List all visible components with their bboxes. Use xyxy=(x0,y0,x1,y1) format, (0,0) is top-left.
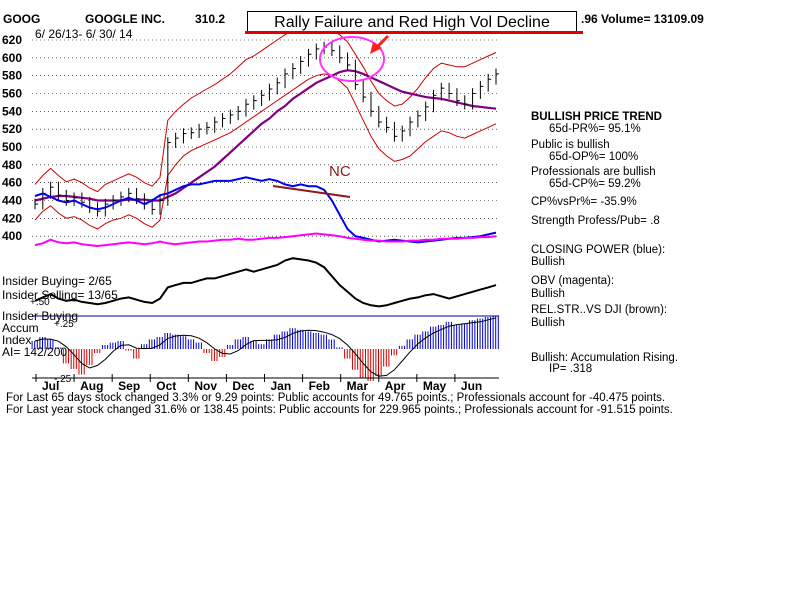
upper-band xyxy=(34,27,497,193)
title-underline xyxy=(245,31,583,34)
y-tick-label: 440 xyxy=(2,194,22,208)
obv-line xyxy=(34,232,497,248)
chart-title: Rally Failure and Red High Vol Decline xyxy=(247,11,577,34)
ai-label: AI= 142/200 xyxy=(2,345,68,359)
y-tick-label: 580 xyxy=(2,69,22,83)
y-tick-label: 620 xyxy=(2,33,22,47)
footer-line-1: For Last 65 days stock changed 3.3% or 9… xyxy=(6,392,666,404)
obv-label: OBV (magenta): xyxy=(531,275,615,287)
rel-strength-line xyxy=(34,257,497,308)
month-label: Sep xyxy=(118,379,140,393)
month-label: Jul xyxy=(42,379,59,393)
company-name: GOOGLE INC. xyxy=(85,12,166,26)
relstr-label: REL.STR..VS DJI (brown): xyxy=(531,304,668,316)
month-axis: Jul Aug Sep Oct Nov Dec Jan Feb Mar Apr May Jun xyxy=(32,374,499,393)
month-label: Dec xyxy=(232,379,254,393)
accum-state: Bullish: Accumulation Rising. xyxy=(531,352,679,364)
y-tick-label: 520 xyxy=(2,122,22,136)
strength-label: Strength Profess/Pub= .8 xyxy=(531,215,660,227)
ma-line xyxy=(34,69,497,202)
insider-buying-label: Insider Buying= 2/65 xyxy=(2,274,112,288)
month-label: Mar xyxy=(347,379,369,393)
annotations xyxy=(272,34,390,198)
month-label: Jan xyxy=(271,379,292,393)
closing-power-path xyxy=(34,176,497,244)
price-axis-ticks: 620 600 580 560 540 520 500 480 460 440 420 400 xyxy=(2,33,22,243)
op-label: 65d-OP%= 100% xyxy=(549,151,639,163)
accumulation-histogram xyxy=(31,315,499,381)
closing-power-state: Bullish xyxy=(531,256,565,268)
date-range: 6/ 26/13- 6/ 30/ 14 xyxy=(35,27,133,41)
closing-power-label: CLOSING POWER (blue): xyxy=(531,244,666,256)
month-label: Jun xyxy=(461,379,482,393)
public-label: Public is bullish xyxy=(531,139,610,151)
plus50-label: +.50 xyxy=(30,297,50,308)
obv-path xyxy=(34,232,497,248)
index-label: Index xyxy=(2,333,32,347)
cpvspr-label: CP%vsPr%= -35.9% xyxy=(531,196,637,208)
price-gridlines xyxy=(32,39,499,237)
month-label: Aug xyxy=(80,379,103,393)
moving-average xyxy=(34,69,497,202)
prof-label: Professionals are bullish xyxy=(531,166,656,178)
closing-power-line xyxy=(34,176,497,244)
accum-smooth xyxy=(34,317,497,377)
arrow-head xyxy=(370,42,382,54)
month-label: Oct xyxy=(156,379,176,393)
insider-buying-label-2: Insider Buying xyxy=(2,309,79,323)
y-tick-label: 480 xyxy=(2,158,22,172)
accum-label: Accum xyxy=(2,321,39,335)
lower-band xyxy=(34,73,497,230)
y-tick-label: 560 xyxy=(2,87,22,101)
month-label: May xyxy=(423,379,447,393)
highlight-circle xyxy=(319,36,385,82)
month-label: Nov xyxy=(194,379,217,393)
y-tick-label: 600 xyxy=(2,51,22,65)
y-tick-label: 460 xyxy=(2,176,22,190)
nc-line xyxy=(272,185,351,198)
pr-label: 65d-PR%= 95.1% xyxy=(549,123,641,135)
y-tick-label: 540 xyxy=(2,104,22,118)
relstr-state: Bullish xyxy=(531,317,565,329)
insider-selling-label: Insider Selling= 13/65 xyxy=(2,288,118,302)
y-tick-label: 420 xyxy=(2,211,22,225)
y-tick-label: 500 xyxy=(2,140,22,154)
y-tick-label: 400 xyxy=(2,229,22,243)
rel-str-path xyxy=(34,257,497,308)
nc-annotation: NC xyxy=(329,163,351,180)
price-value: 310.2 xyxy=(195,12,226,26)
ip-label: IP= .318 xyxy=(549,363,593,375)
ticker: GOOG xyxy=(3,12,41,26)
minus25-label: -.25 xyxy=(54,374,72,385)
volume-value: .96 Volume= 13109.09 xyxy=(581,12,704,26)
month-label: Apr xyxy=(385,379,406,393)
trend-label: BULLISH PRICE TREND xyxy=(531,111,662,123)
bollinger-bands xyxy=(34,27,497,230)
cp-label: 65d-CP%= 59.2% xyxy=(549,178,641,190)
month-label: Feb xyxy=(309,379,330,393)
obv-state: Bullish xyxy=(531,288,565,300)
plus25-label: +.25 xyxy=(54,319,74,330)
footer-line-2: For Last year stock changed 31.6% or 138… xyxy=(6,404,673,416)
